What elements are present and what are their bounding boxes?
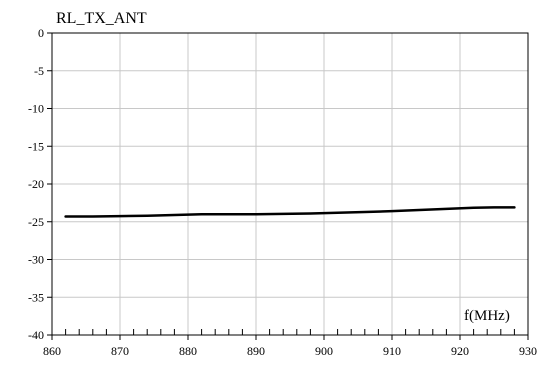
x-tick-label: 890 bbox=[247, 344, 265, 358]
y-tick-labels: 0 -5 -10 -15 -20 -25 -30 -35 -40 bbox=[28, 26, 44, 342]
y-tick-label: -20 bbox=[28, 177, 44, 191]
y-tick-label: 0 bbox=[38, 26, 44, 40]
y-tick-label: -30 bbox=[28, 253, 44, 267]
x-tick-labels: 860 870 880 890 900 910 920 930 bbox=[43, 344, 537, 358]
chart-title: RL_TX_ANT bbox=[56, 10, 147, 27]
plot-frame bbox=[51, 32, 529, 336]
series-line bbox=[64, 206, 516, 218]
y-tick-label: -10 bbox=[28, 102, 44, 116]
x-tick-label: 860 bbox=[43, 344, 61, 358]
x-tick-label: 900 bbox=[315, 344, 333, 358]
series-layer bbox=[64, 206, 516, 218]
x-tick-label: 880 bbox=[179, 344, 197, 358]
y-tick-label: -25 bbox=[28, 215, 44, 229]
x-tick-label: 930 bbox=[519, 344, 537, 358]
y-tick-label: -5 bbox=[34, 64, 44, 78]
x-tick-label: 920 bbox=[451, 344, 469, 358]
y-tick-label: -15 bbox=[28, 139, 44, 153]
y-tick-label: -40 bbox=[28, 328, 44, 342]
x-minor-ticks bbox=[47, 32, 529, 340]
y-tick-label: -35 bbox=[28, 290, 44, 304]
x-axis-label: f(MHz) bbox=[464, 308, 510, 324]
x-tick-label: 910 bbox=[383, 344, 401, 358]
x-tick-label: 870 bbox=[111, 344, 129, 358]
